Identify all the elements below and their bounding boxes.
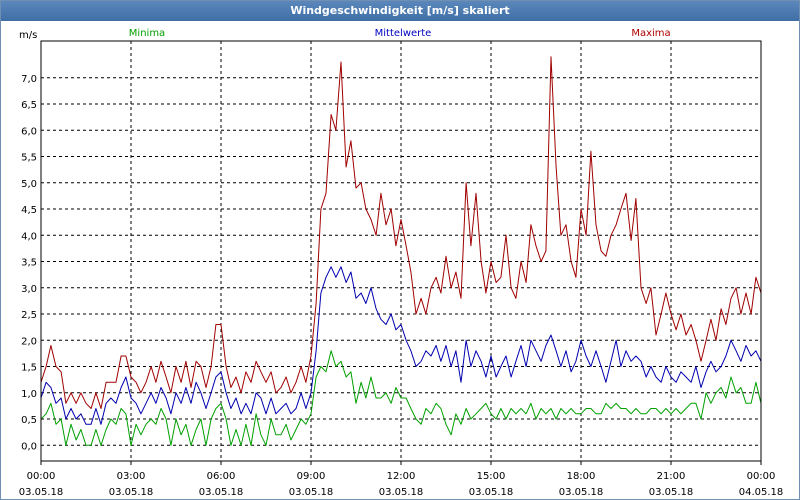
series-lines — [40, 56, 762, 446]
series-line-maxima — [40, 56, 762, 409]
x-tick-date: 04.05.18 — [739, 487, 784, 498]
y-tick-label: 7,0 — [21, 74, 37, 85]
y-tick-label: 3,0 — [21, 284, 37, 295]
legend-maxima: Maxima — [631, 28, 670, 39]
plot-frame — [40, 40, 762, 462]
series-line-minima — [40, 350, 762, 446]
x-tick-date: 03.05.18 — [649, 487, 694, 498]
x-tick-time: 09:00 — [297, 471, 326, 482]
y-tick-label: 5,5 — [21, 153, 37, 164]
series-line-mittelwerte — [40, 266, 762, 425]
x-tick-date: 03.05.18 — [469, 487, 514, 498]
axis-labels: 0,0 0,5 1,0 1,5 2,0 2,5 3,0 3,5 4,0 4,5 5,0 5,5 6,0 6… — [19, 28, 784, 498]
x-tick-time: 00:00 — [747, 471, 776, 482]
x-tick-time: 15:00 — [477, 471, 506, 482]
y-tick-label: 6,0 — [21, 126, 37, 137]
x-tick-date: 03.05.18 — [559, 487, 604, 498]
title-bar: Windgeschwindigkeit [m/s] skaliert — [1, 1, 799, 21]
chart-canvas: 0,0 0,5 1,0 1,5 2,0 2,5 3,0 3,5 4,0 4,5 5,0 5,5 6,0 6… — [19, 28, 784, 498]
y-axis-unit: m/s — [19, 30, 37, 41]
grid — [40, 41, 762, 465]
y-tick-label: 4,0 — [21, 231, 37, 242]
y-tick-label: 4,5 — [21, 205, 37, 216]
x-tick-time: 12:00 — [387, 471, 416, 482]
y-tick-label: 0,5 — [21, 415, 37, 426]
x-tick-time: 06:00 — [207, 471, 236, 482]
x-tick-date: 03.05.18 — [199, 487, 244, 498]
y-tick-label: 0,0 — [21, 441, 37, 452]
y-tick-label: 2,5 — [21, 310, 37, 321]
y-tick-label: 2,0 — [21, 336, 37, 347]
x-tick-time: 03:00 — [117, 471, 146, 482]
y-tick-label: 6,5 — [21, 100, 37, 111]
y-tick-label: 5,0 — [21, 179, 37, 190]
legend-mittelwerte: Mittelwerte — [375, 28, 432, 39]
y-tick-label: 1,0 — [21, 389, 37, 400]
x-tick-time: 18:00 — [567, 471, 596, 482]
y-tick-label: 1,5 — [21, 363, 37, 374]
x-tick-date: 03.05.18 — [289, 487, 334, 498]
chart-title: Windgeschwindigkeit [m/s] skaliert — [290, 4, 510, 17]
x-tick-time: 21:00 — [657, 471, 686, 482]
x-tick-date: 03.05.18 — [19, 487, 64, 498]
x-tick-time: 00:00 — [27, 471, 56, 482]
y-tick-label: 3,5 — [21, 258, 37, 269]
x-tick-date: 03.05.18 — [109, 487, 154, 498]
x-tick-date: 03.05.18 — [379, 487, 424, 498]
legend-minima: Minima — [129, 28, 165, 39]
